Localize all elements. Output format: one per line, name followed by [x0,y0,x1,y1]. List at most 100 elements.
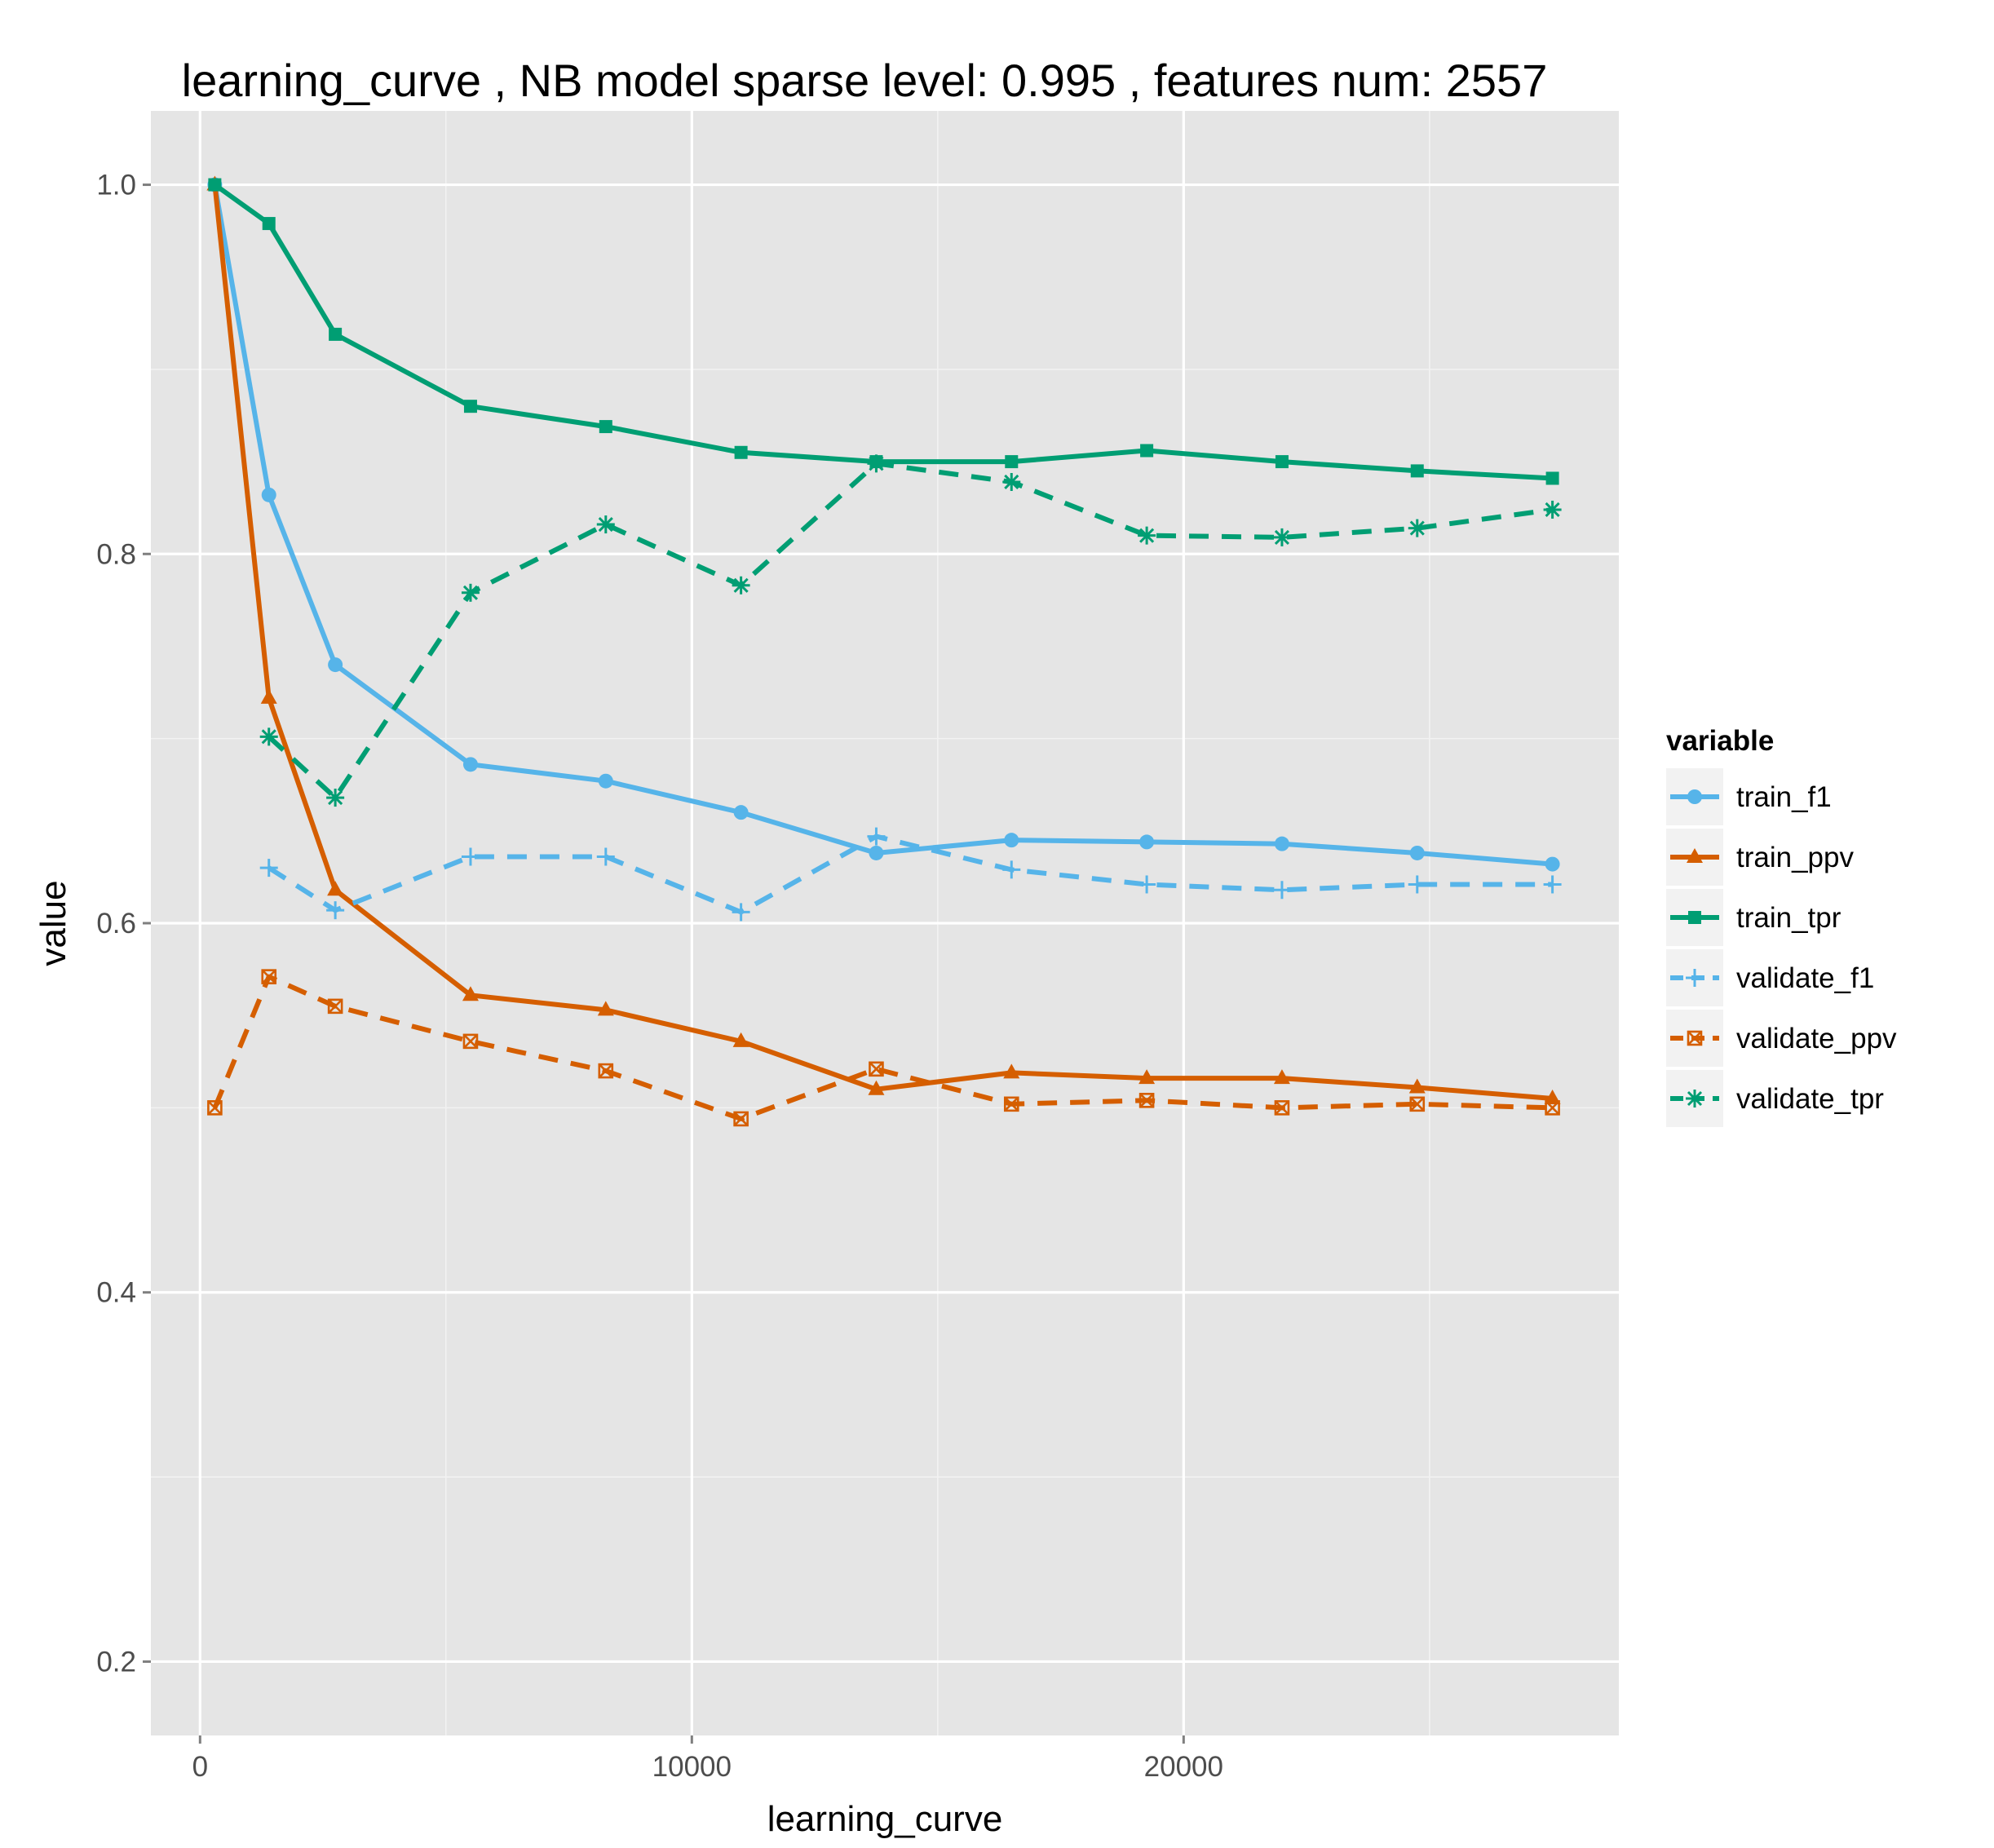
point-validate_tpr-6 [1002,472,1021,491]
point-validate_f1-5 [867,827,886,846]
point-train_ppv-8 [1138,1069,1156,1085]
point-validate_ppv-10 [1409,1096,1426,1112]
point-train_tpr-4 [599,420,612,434]
point-train_f1-9 [1274,836,1289,851]
legend-item-validate_tpr: validate_tpr [1666,1070,1884,1127]
point-train_tpr-0 [208,178,222,192]
point-train_f1-11 [1545,856,1560,872]
point-validate_tpr-3 [596,515,615,534]
y-tick-label-4: 1.0 [96,170,136,201]
grid [151,111,1619,1735]
legend-marker-validate_tpr [1686,1090,1704,1107]
series-validate_tpr [259,454,1562,807]
legend-item-validate_ppv: validate_ppv [1666,1010,1897,1067]
legend-marker-train_ppv [1687,848,1703,863]
series-line-train_ppv [212,184,1553,1101]
point-validate_ppv-3 [462,1033,479,1050]
legend-item-train_f1: train_f1 [1666,768,1832,825]
point-validate_tpr-10 [1543,500,1562,519]
x-axis-title: learning_curve [767,1799,1003,1839]
point-train_ppv-10 [1408,1078,1426,1094]
point-validate_f1-8 [1272,881,1291,900]
y-tick-label-1: 0.4 [96,1277,136,1309]
point-validate_ppv-0 [207,1100,223,1116]
point-train_f1-4 [598,773,613,789]
point-validate_tpr-8 [1272,528,1291,546]
series-layer [206,175,1562,1127]
series-train_tpr [208,178,1559,485]
legend-label-validate_f1: validate_f1 [1736,962,1874,994]
chart-title: learning_curve , NB model sparse level: … [182,55,1548,106]
point-validate_f1-1 [326,901,345,920]
point-train_f1-3 [462,757,478,772]
point-train_f1-5 [733,805,749,820]
point-validate_ppv-5 [733,1111,749,1127]
point-validate_ppv-2 [327,998,343,1015]
x-axis: 0 10000 20000 [192,1735,1223,1783]
x-tick-label-1: 10000 [652,1751,732,1783]
point-train_f1-2 [328,657,343,673]
point-validate_tpr-4 [732,576,750,595]
point-train_f1-7 [1004,833,1019,848]
legend-marker-train_f1 [1687,789,1702,804]
point-validate_f1-2 [461,847,480,866]
point-validate_tpr-1 [326,789,345,807]
y-tick-label-0: 0.2 [96,1646,136,1678]
point-validate_f1-7 [1138,875,1156,894]
legend-label-train_f1: train_f1 [1736,781,1832,813]
legend-item-train_tpr: train_tpr [1666,889,1841,946]
point-train_f1-8 [1139,834,1155,850]
point-train_ppv-4 [597,1001,614,1016]
y-axis-title: value [33,880,73,966]
legend: variable train_f1 train_ppv train_tprvalid… [1666,725,1897,1127]
point-train_f1-10 [1409,845,1425,860]
point-validate_tpr-5 [867,454,886,473]
point-validate_ppv-4 [598,1063,614,1079]
point-validate_f1-4 [732,903,750,922]
point-validate_f1-3 [596,847,615,866]
legend-item-validate_f1: validate_f1 [1666,949,1874,1006]
point-train_ppv-7 [1003,1063,1020,1079]
point-validate_ppv-6 [869,1061,884,1077]
point-train_f1-1 [261,487,276,502]
point-validate_f1-9 [1408,875,1426,894]
point-train_ppv-5 [732,1032,749,1047]
point-train_tpr-8 [1140,444,1154,458]
point-train_tpr-5 [734,445,748,459]
point-validate_ppv-11 [1545,1100,1560,1116]
legend-title: variable [1666,725,1774,757]
legend-label-validate_ppv: validate_ppv [1736,1023,1897,1054]
point-train_ppv-6 [868,1080,885,1095]
series-line-validate_ppv [212,974,1553,1121]
point-train_ppv-3 [462,986,479,1001]
series-line-train_tpr [213,183,1553,481]
point-train_ppv-1 [260,688,277,704]
legend-label-train_ppv: train_ppv [1736,842,1854,873]
point-train_tpr-11 [1545,471,1559,485]
series-validate_f1 [259,827,1562,922]
x-tick-label-2: 20000 [1144,1751,1223,1783]
point-train_ppv-9 [1273,1069,1290,1085]
x-tick-label-0: 0 [192,1751,208,1783]
point-validate_tpr-7 [1138,526,1156,545]
legend-label-validate_tpr: validate_tpr [1736,1083,1884,1115]
y-tick-label-2: 0.6 [96,908,136,939]
point-validate_f1-6 [1002,860,1021,879]
point-train_ppv-2 [327,881,344,896]
y-axis: 0.2 0.4 0.6 0.8 1.0 [96,170,151,1678]
legend-item-train_ppv: train_ppv [1666,829,1854,886]
y-tick-label-3: 0.8 [96,538,136,570]
point-validate_ppv-8 [1138,1093,1155,1108]
point-validate_tpr-2 [461,583,480,602]
point-train_f1-6 [869,845,884,860]
point-validate_tpr-0 [259,727,278,746]
series-train_f1 [207,177,1560,872]
point-validate_f1-10 [1543,875,1562,894]
point-train_tpr-3 [463,400,477,413]
point-validate_tpr-9 [1408,519,1426,537]
point-train_tpr-9 [1275,455,1289,469]
point-train_tpr-2 [329,327,343,341]
series-line-train_f1 [212,183,1553,867]
legend-marker-validate_ppv [1687,1030,1703,1046]
